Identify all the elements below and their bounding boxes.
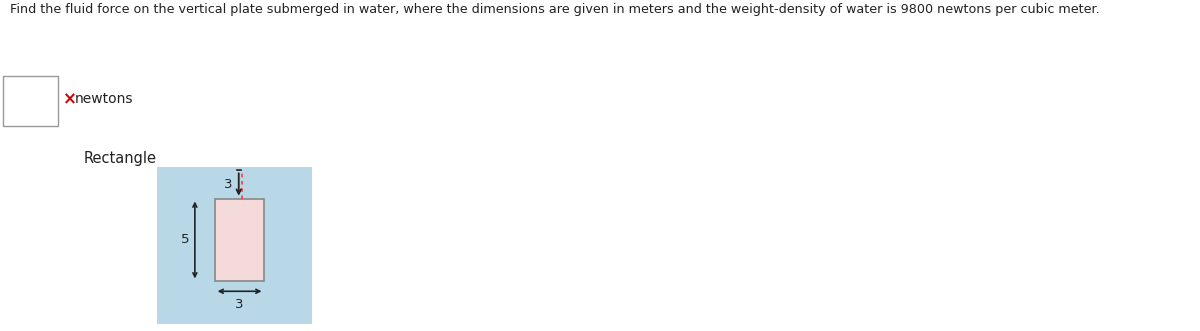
Text: Rectangle: Rectangle — [84, 151, 157, 166]
Text: Find the fluid force on the vertical plate submerged in water, where the dimensi: Find the fluid force on the vertical pla… — [10, 3, 1099, 16]
Text: 3: 3 — [224, 178, 233, 191]
Text: 5: 5 — [181, 233, 190, 247]
FancyBboxPatch shape — [2, 76, 59, 126]
Bar — [215, 199, 264, 281]
Text: 3: 3 — [235, 298, 244, 311]
Text: newtons: newtons — [74, 92, 133, 106]
Text: ×: × — [64, 90, 77, 108]
